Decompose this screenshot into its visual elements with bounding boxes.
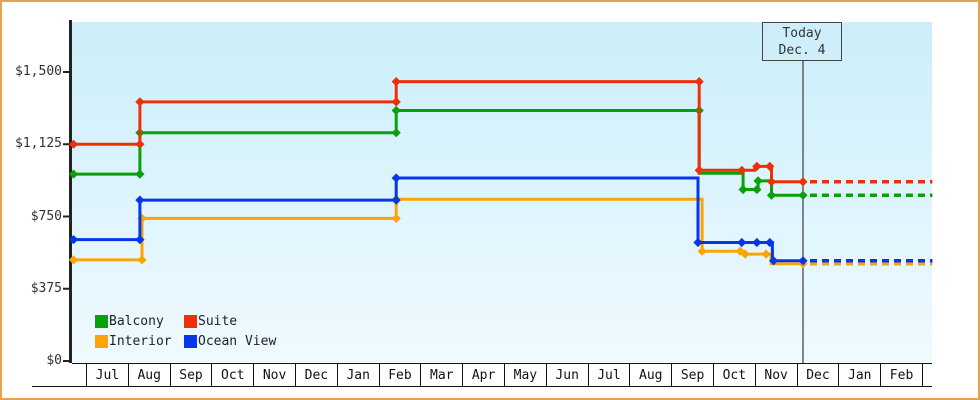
plot-background [72, 22, 932, 362]
legend-swatch [184, 315, 197, 328]
month-cell: Aug [127, 364, 170, 386]
y-tick-label: $1,500 [15, 64, 62, 79]
y-axis-tick [63, 143, 70, 146]
series-ocean-view-line [71, 176, 803, 263]
month-cell: Sep [671, 364, 713, 386]
y-axis-tick [63, 71, 70, 73]
legend-item-suite: Suite [184, 314, 276, 329]
month-row-spacer [921, 364, 932, 386]
y-axis-tick [63, 360, 70, 362]
y-axis-line [69, 20, 72, 363]
y-tick-label: $375 [30, 280, 62, 296]
legend-item-ocean-view: Ocean View [184, 334, 276, 349]
y-axis-tick [63, 215, 70, 218]
legend-label: Ocean View [198, 334, 277, 349]
month-cell: Nov [253, 364, 295, 386]
y-axis-tick [63, 287, 70, 290]
month-cell: Jul [587, 364, 630, 386]
today-annotation-box: Today Dec. 4 [762, 22, 842, 61]
month-cell: Apr [462, 364, 504, 386]
month-cell: Oct [712, 364, 755, 386]
month-cell: Feb [880, 364, 922, 386]
y-tick-label: $750 [30, 208, 62, 224]
legend-swatch [184, 335, 197, 348]
legend-label: Interior [109, 334, 172, 349]
month-cell: Jan [838, 364, 880, 386]
legend-label: Suite [198, 314, 238, 329]
month-cell: Dec [796, 364, 839, 386]
legend-item-balcony: Balcony [95, 314, 184, 329]
legend-swatch [95, 315, 108, 328]
legend: Balcony Suite Interior Ocean View [95, 314, 276, 349]
legend-label: Balcony [109, 314, 164, 329]
x-axis-month-row: Jul Aug Sep Oct Nov Dec Jan Feb Mar Apr May Jun Jul A… [72, 363, 932, 387]
month-cell: May [503, 364, 546, 386]
y-tick-label: $0 [46, 353, 62, 368]
month-cell: Oct [211, 364, 253, 386]
legend-item-interior: Interior [95, 334, 184, 349]
today-label: Today [782, 25, 822, 41]
y-tick-label: $1,125 [15, 136, 62, 152]
month-cell: Feb [378, 364, 421, 386]
legend-swatch [95, 335, 108, 348]
month-cell: Sep [169, 364, 212, 386]
month-row-spacer [72, 364, 86, 386]
series-interior-markers [68, 194, 808, 269]
axis-baseline-extension [32, 386, 73, 387]
month-cell: Jun [545, 364, 588, 386]
today-date: Dec. 4 [778, 42, 826, 58]
month-cell: Jul [86, 364, 128, 386]
month-cell: Nov [754, 364, 797, 386]
month-cell: Jan [336, 364, 379, 386]
month-cell: Aug [629, 364, 671, 386]
month-cell: Dec [294, 364, 337, 386]
month-cell: Mar [420, 364, 462, 386]
